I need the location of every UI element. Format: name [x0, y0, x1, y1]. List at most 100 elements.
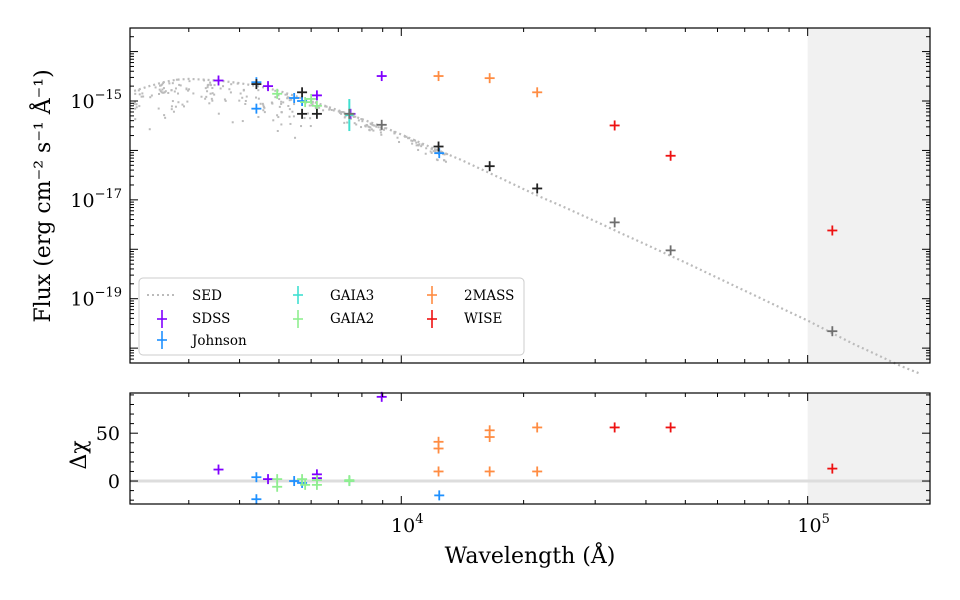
sed-point-sdss — [376, 71, 387, 82]
sed-model-sample — [186, 100, 189, 103]
sed-model-sample — [418, 143, 421, 146]
sed-point-extra — [311, 108, 322, 119]
legend: SED SDSS Johnson GAIA3 GAIA2 — [138, 277, 525, 356]
legend-entry-johnson: Johnson — [157, 331, 247, 349]
sed-model-sample — [293, 103, 296, 106]
sed-model-sample — [372, 124, 375, 127]
sed-model-sample — [222, 85, 225, 88]
sed-model-sample — [383, 127, 386, 130]
sed-model-sample — [417, 148, 420, 151]
legend-entry-sdss: SDSS — [157, 310, 230, 328]
sed-model-sample — [179, 84, 182, 87]
residual-point-sdss — [263, 474, 274, 485]
sed-model-sample — [288, 99, 291, 102]
sed-model-sample — [272, 119, 275, 122]
sed-points — [213, 71, 838, 337]
sed-model-sample — [138, 93, 141, 96]
sed-point-johnson — [289, 93, 300, 104]
sed-model-sample — [178, 83, 181, 86]
sed-model-sample — [209, 84, 212, 87]
sed-model-sample — [411, 142, 414, 145]
sed-model-sample — [337, 110, 340, 113]
sed-model-sample — [217, 112, 220, 115]
legend-entry-wise: WISE — [427, 310, 502, 328]
sed-model-sample — [314, 107, 317, 110]
sed-model-sample — [213, 84, 216, 87]
sed-model-sample — [407, 137, 410, 140]
sed-point-extra — [251, 79, 262, 90]
sed-model-sample — [307, 112, 310, 115]
sed-model-sample — [209, 81, 212, 84]
residual-point-2mass — [532, 422, 543, 433]
sed-model-sample — [370, 128, 373, 131]
sed-model-sample — [170, 108, 173, 111]
sed-model-sample — [271, 101, 274, 104]
sed-point-extra — [665, 245, 676, 256]
sed-model-sample — [187, 89, 190, 92]
sed-point-gaia2 — [306, 93, 317, 104]
sed-model-sample — [257, 89, 260, 92]
sed-model-sample — [262, 106, 265, 109]
legend-entry-gaia3: GAIA3 — [293, 286, 374, 304]
sed-model-sample — [373, 124, 376, 127]
sed-model-sample — [278, 98, 281, 101]
sed-model-sample — [229, 91, 232, 94]
sed-model-sample — [280, 100, 283, 103]
sed-model-sample — [255, 96, 258, 99]
sed-model-sample — [442, 153, 445, 156]
sed-model-sample — [170, 105, 173, 108]
sed-model-sample — [417, 144, 420, 147]
sed-ytick-label: 10−15 — [70, 88, 122, 113]
sed-model-sample — [346, 121, 349, 124]
sed-model-sample — [277, 94, 280, 97]
sed-model-sample — [134, 118, 137, 121]
sed-model-sample — [137, 89, 140, 92]
residual-point-gaia2 — [300, 479, 311, 490]
sed-model-sample — [236, 82, 239, 85]
sed-model-sample — [355, 123, 358, 126]
sed-model-sample — [164, 90, 167, 93]
sed-model-sample — [262, 109, 265, 112]
legend-label-sed: SED — [192, 288, 222, 304]
residual-ytick-labels: 0 50 — [96, 423, 120, 493]
sed-model-sample — [211, 99, 214, 102]
sed-model-sample — [325, 105, 328, 108]
sed-model-sample — [414, 139, 417, 142]
sed-model-sample — [352, 115, 355, 118]
sed-model-sample — [140, 95, 143, 98]
sed-model-sample — [161, 83, 164, 86]
sed-model-sample — [443, 153, 446, 156]
sed-model-sample — [369, 126, 372, 129]
sed-model-sample — [259, 102, 262, 105]
sed-model-sample — [154, 86, 157, 89]
residual-point-sdss — [213, 464, 224, 475]
sed-point-extra — [484, 161, 495, 172]
residual-point-wise — [609, 422, 620, 433]
residual-point-johnson — [289, 476, 300, 487]
legend-entry-sed: SED — [147, 288, 222, 304]
sed-model-sample — [208, 102, 211, 105]
sed-model-sample — [287, 96, 290, 99]
sed-point-wise — [665, 150, 676, 161]
legend-entry-gaia2: GAIA2 — [293, 310, 374, 328]
sed-model-sample — [328, 108, 331, 111]
sed-model-sample — [377, 126, 380, 129]
sed-model-sample — [211, 87, 214, 90]
sed-model-sample — [210, 97, 213, 100]
sed-model-sample — [160, 84, 163, 87]
residual-ytick-label: 50 — [96, 423, 120, 445]
sed-model-sample — [228, 88, 231, 91]
sed-model-sample — [134, 107, 137, 110]
sed-model-sample — [393, 130, 396, 133]
sed-model-sample — [288, 115, 291, 118]
sed-point-johnson — [251, 103, 262, 114]
sed-model-sample — [300, 125, 303, 128]
sed-model-sample — [282, 101, 285, 104]
sed-model-sample — [161, 91, 164, 94]
sed-point-sdss — [213, 75, 224, 86]
sed-model-sample — [341, 111, 344, 114]
sed-model-sample — [238, 99, 241, 102]
sed-model-sample — [379, 128, 382, 131]
sed-model-sample — [213, 93, 216, 96]
sed-shaded-region — [807, 28, 930, 363]
